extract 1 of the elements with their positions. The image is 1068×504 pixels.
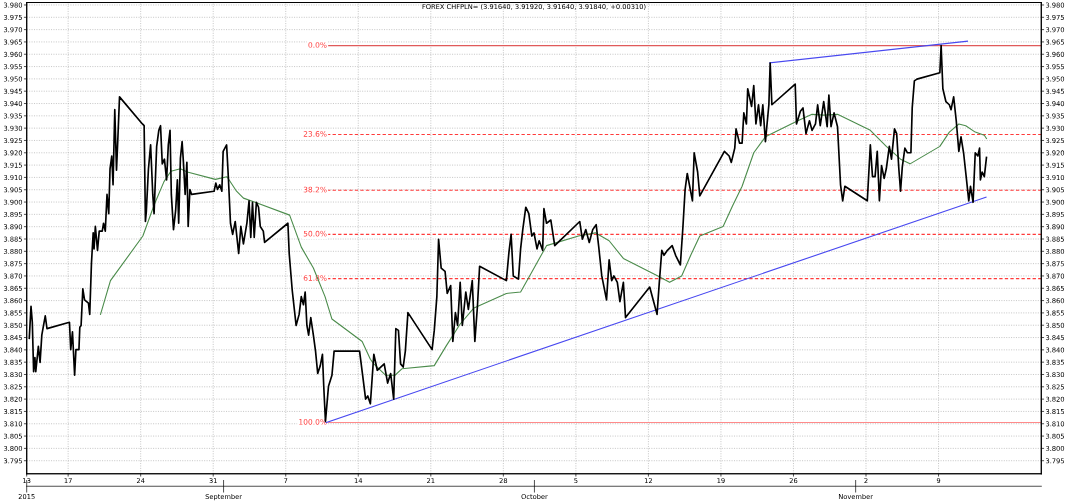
- line-series: [99, 113, 988, 376]
